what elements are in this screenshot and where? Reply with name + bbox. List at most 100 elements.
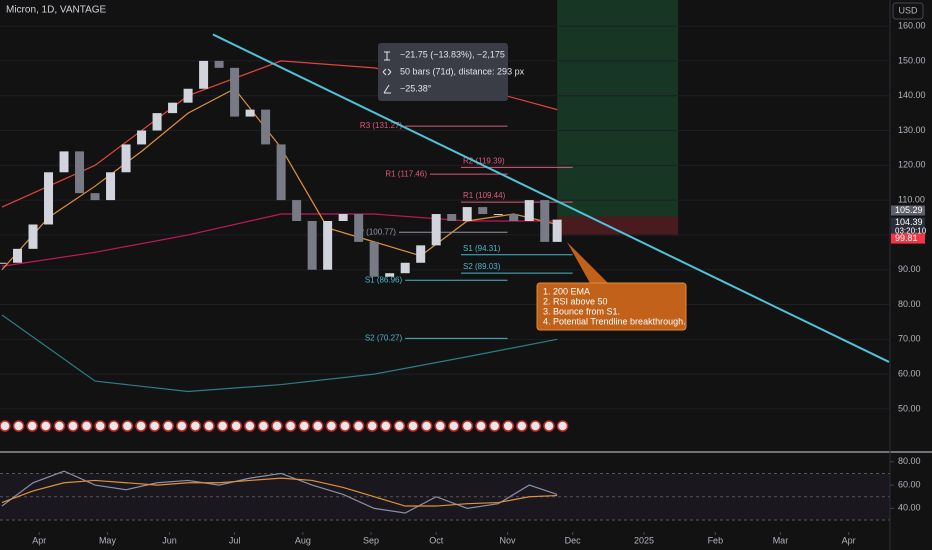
price-label: 105.29 <box>895 205 923 215</box>
x-tick-label: Oct <box>429 535 444 545</box>
measure-text: −21.75 (−13.83%), −2,175 <box>400 49 505 59</box>
candle <box>183 88 193 103</box>
candle <box>230 67 240 117</box>
event-icon <box>176 420 188 432</box>
x-tick-label: May <box>99 535 117 545</box>
currency-box[interactable] <box>892 2 924 20</box>
price-label-box <box>891 205 925 216</box>
candle <box>292 200 302 221</box>
event-icon <box>230 420 242 432</box>
candle <box>323 220 333 270</box>
event-icon <box>312 420 324 432</box>
candle <box>13 248 23 263</box>
candle <box>28 224 38 249</box>
price-label: 99.81 <box>895 233 918 243</box>
event-icon <box>352 420 365 432</box>
event-icon <box>516 420 528 432</box>
position-loss <box>557 216 679 236</box>
candle <box>369 241 379 277</box>
measure-icons <box>382 51 392 94</box>
candle <box>524 200 534 221</box>
event-icon <box>543 420 555 432</box>
event-icon <box>0 420 11 432</box>
event-icon <box>461 420 474 432</box>
pivot-label: S2 (70.27) <box>365 333 403 342</box>
x-tick-label: Jul <box>229 535 241 545</box>
candle <box>307 220 317 270</box>
candle <box>416 245 426 263</box>
measure-text: 50 bars (71d), distance: 293 px <box>400 66 525 76</box>
event-icon <box>121 420 134 432</box>
event-icon <box>475 420 487 432</box>
x-tick-label: Jun <box>162 535 177 545</box>
x-tick-label: 2025 <box>634 535 654 545</box>
event-icon <box>94 420 106 432</box>
candle <box>540 200 550 242</box>
event-icon <box>67 420 79 432</box>
callout-box <box>536 282 687 331</box>
y-tick-label: 130.00 <box>898 125 926 135</box>
event-icon <box>203 420 215 432</box>
y-tick-label: 110.00 <box>898 194 925 204</box>
candle <box>245 109 255 117</box>
event-icon <box>162 420 174 432</box>
x-tick-label: Aug <box>295 535 311 545</box>
candle <box>199 60 209 89</box>
y-tick-label: 120.00 <box>898 160 926 170</box>
event-icon <box>108 420 120 432</box>
candle <box>338 214 348 221</box>
callout-text: 1. 200 EMA <box>543 286 590 296</box>
symbol: Micron, 1D, VANTAGE <box>6 5 107 16</box>
event-icon <box>529 420 542 432</box>
price-label-box <box>891 217 925 238</box>
position-profit <box>557 0 679 217</box>
event-icon <box>216 420 229 432</box>
event-icon <box>407 420 419 432</box>
pivot-label: P (100.77) <box>359 227 397 236</box>
pivot-label: R1 (109.44) <box>463 191 506 200</box>
candle <box>478 207 488 215</box>
candle <box>137 130 147 145</box>
candle <box>509 214 519 221</box>
candle <box>552 219 562 242</box>
y-tick-label: 90.00 <box>898 264 921 274</box>
y-tick-label: 60.00 <box>898 479 921 489</box>
x-tick-label: Nov <box>500 535 517 545</box>
candle <box>462 207 472 221</box>
candle <box>493 214 503 216</box>
candle <box>0 262 7 264</box>
event-icon <box>135 420 147 432</box>
candle <box>261 109 271 145</box>
rsi-line <box>1 470 558 514</box>
event-icon <box>284 420 297 432</box>
currency[interactable]: USD <box>898 5 918 15</box>
x-tick-label: Apr <box>842 535 856 545</box>
event-icon <box>80 420 93 432</box>
event-icon <box>271 420 283 432</box>
measure-box <box>378 43 508 101</box>
event-icon <box>448 420 460 432</box>
event-icon <box>434 420 446 432</box>
callout-text: 2. RSI above 50 <box>543 296 608 306</box>
candle <box>75 151 85 194</box>
pivot-label: R1 (117.46) <box>385 169 427 178</box>
callout-text: 3. Bounce from S1. <box>543 306 620 316</box>
event-icon <box>244 420 256 432</box>
y-tick-label: 80.00 <box>898 299 921 309</box>
candle <box>44 172 54 225</box>
pivot-label: S2 (89.03) <box>463 262 501 271</box>
candle <box>121 144 131 173</box>
event-icon <box>556 420 569 432</box>
event-icon <box>257 420 270 432</box>
measure-text: −25.38° <box>400 83 432 93</box>
candle <box>400 262 410 274</box>
countdown: 03:20:10 <box>895 227 927 236</box>
event-icon <box>393 420 406 432</box>
callout-pointer <box>567 242 608 283</box>
y-tick-label: 140.00 <box>898 90 926 100</box>
candle <box>168 102 178 114</box>
x-tick-label: Apr <box>32 535 46 545</box>
event-icon <box>26 420 38 432</box>
x-tick-label: Mar <box>773 535 789 545</box>
